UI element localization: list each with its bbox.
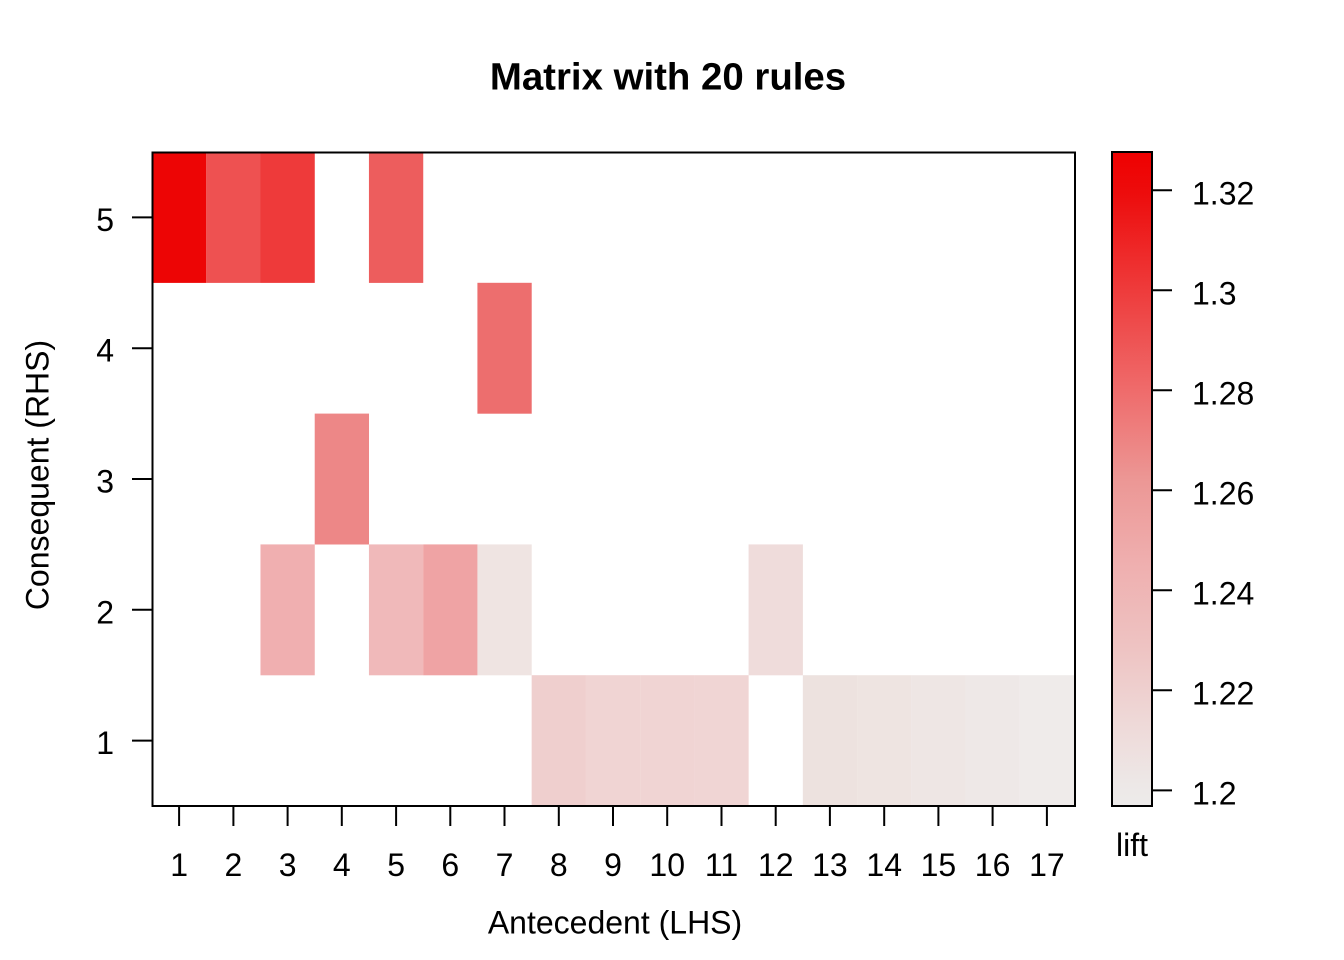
svg-text:lift: lift [1116, 827, 1148, 863]
svg-text:15: 15 [921, 847, 957, 883]
svg-text:1: 1 [170, 847, 188, 883]
svg-text:12: 12 [758, 847, 794, 883]
svg-text:1.28: 1.28 [1192, 375, 1254, 411]
svg-text:10: 10 [649, 847, 685, 883]
svg-text:1.22: 1.22 [1192, 675, 1254, 711]
svg-text:17: 17 [1029, 847, 1065, 883]
svg-text:14: 14 [866, 847, 902, 883]
svg-text:5: 5 [387, 847, 405, 883]
svg-text:13: 13 [812, 847, 848, 883]
svg-text:6: 6 [441, 847, 459, 883]
svg-text:Matrix with 20 rules: Matrix with 20 rules [490, 56, 846, 99]
svg-text:7: 7 [496, 847, 514, 883]
svg-text:1.26: 1.26 [1192, 475, 1254, 511]
svg-text:1.24: 1.24 [1192, 575, 1254, 611]
svg-text:2: 2 [96, 594, 114, 630]
svg-text:11: 11 [705, 847, 738, 883]
svg-text:16: 16 [975, 847, 1011, 883]
svg-text:Consequent (RHS): Consequent (RHS) [20, 340, 56, 610]
svg-text:2: 2 [225, 847, 243, 883]
svg-text:3: 3 [96, 464, 114, 500]
svg-text:4: 4 [333, 847, 351, 883]
svg-text:1.2: 1.2 [1192, 775, 1236, 811]
svg-text:Antecedent (LHS): Antecedent (LHS) [488, 905, 742, 941]
svg-text:8: 8 [550, 847, 568, 883]
svg-text:9: 9 [604, 847, 622, 883]
svg-text:4: 4 [96, 333, 114, 369]
svg-text:3: 3 [279, 847, 297, 883]
svg-text:5: 5 [96, 202, 114, 238]
svg-text:1.32: 1.32 [1192, 175, 1254, 211]
svg-text:1.3: 1.3 [1192, 275, 1236, 311]
svg-text:1: 1 [96, 725, 114, 761]
